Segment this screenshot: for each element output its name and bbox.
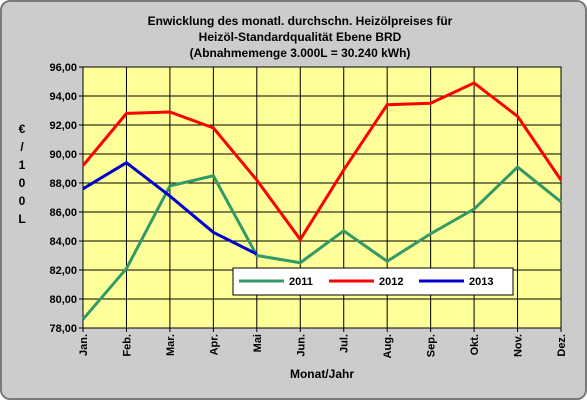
legend-label-2012: 2012 [379, 276, 403, 288]
legend-label-2013: 2013 [469, 276, 493, 288]
y-axis-label-char: 1 [19, 158, 26, 172]
y-tick-label: 86,00 [49, 207, 77, 219]
x-tick-label: Jan. [78, 334, 90, 356]
y-axis-label-char: / [20, 140, 24, 154]
x-tick-label: Jun. [295, 334, 307, 357]
x-tick-label: Mai [252, 334, 264, 352]
x-tick-label: Jul. [339, 334, 351, 353]
x-tick-label: Sep. [426, 334, 438, 357]
y-tick-label: 82,00 [49, 265, 77, 277]
y-tick-label: 88,00 [49, 178, 77, 190]
title-line-1: Enwicklung des monatl. durchschn. Heizöl… [148, 14, 453, 28]
legend-label-2011: 2011 [289, 276, 313, 288]
series-line-2012 [81, 81, 563, 243]
y-axis-label: € / 1 0 0 L [18, 122, 25, 226]
y-axis-label-char: € [19, 122, 26, 136]
title-line-3: (Abnahmemenge 3.000L = 30.240 kWh) [190, 46, 411, 60]
y-tick-label: 96,00 [49, 62, 77, 74]
y-tick-label: 92,00 [49, 120, 77, 132]
y-tick-label: 94,00 [49, 91, 77, 103]
y-tick-label: 90,00 [49, 149, 77, 161]
y-tick-label: 78,00 [49, 323, 77, 335]
chart-title: Enwicklung des monatl. durchschn. Heizöl… [148, 14, 453, 60]
x-axis-label: Monat/Jahr [290, 367, 354, 381]
x-axis-ticks: Jan. Feb. Mar. Apr. Mai Jun. Jul. Aug. Sep. Okt. N… [78, 328, 568, 358]
series-line-2013 [82, 160, 258, 256]
series-line-2011 [81, 165, 562, 321]
y-axis-label-char: 0 [19, 194, 26, 208]
x-tick-label: Nov. [513, 334, 525, 357]
title-line-2: Heizöl-Standardqualität Ebene BRD [199, 30, 402, 44]
x-tick-label: Okt. [469, 334, 481, 355]
x-tick-label: Mar. [165, 334, 177, 356]
y-axis-ticks: 78,00 80,00 82,00 84,00 86,00 88,00 90,00 92,00… [49, 62, 83, 335]
x-tick-label: Aug. [382, 334, 394, 358]
x-tick-label: Feb. [121, 334, 133, 357]
y-tick-label: 80,00 [49, 294, 77, 306]
y-axis-label-char: 0 [19, 176, 26, 190]
y-axis-label-char: L [18, 212, 25, 226]
series-lines [81, 81, 563, 321]
x-tick-label: Dez. [556, 334, 568, 357]
y-tick-label: 84,00 [49, 236, 77, 248]
x-tick-label: Apr. [208, 334, 220, 355]
legend: 2011 2012 2013 [232, 267, 514, 296]
